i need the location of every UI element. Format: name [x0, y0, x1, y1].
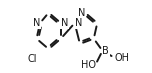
Text: N: N	[75, 18, 82, 28]
Text: N: N	[33, 18, 40, 28]
Text: HO: HO	[81, 60, 95, 70]
Text: Cl: Cl	[27, 54, 36, 64]
Text: OH: OH	[115, 53, 130, 63]
Text: B: B	[102, 46, 109, 56]
Text: N: N	[61, 18, 68, 28]
Text: N: N	[78, 8, 85, 18]
